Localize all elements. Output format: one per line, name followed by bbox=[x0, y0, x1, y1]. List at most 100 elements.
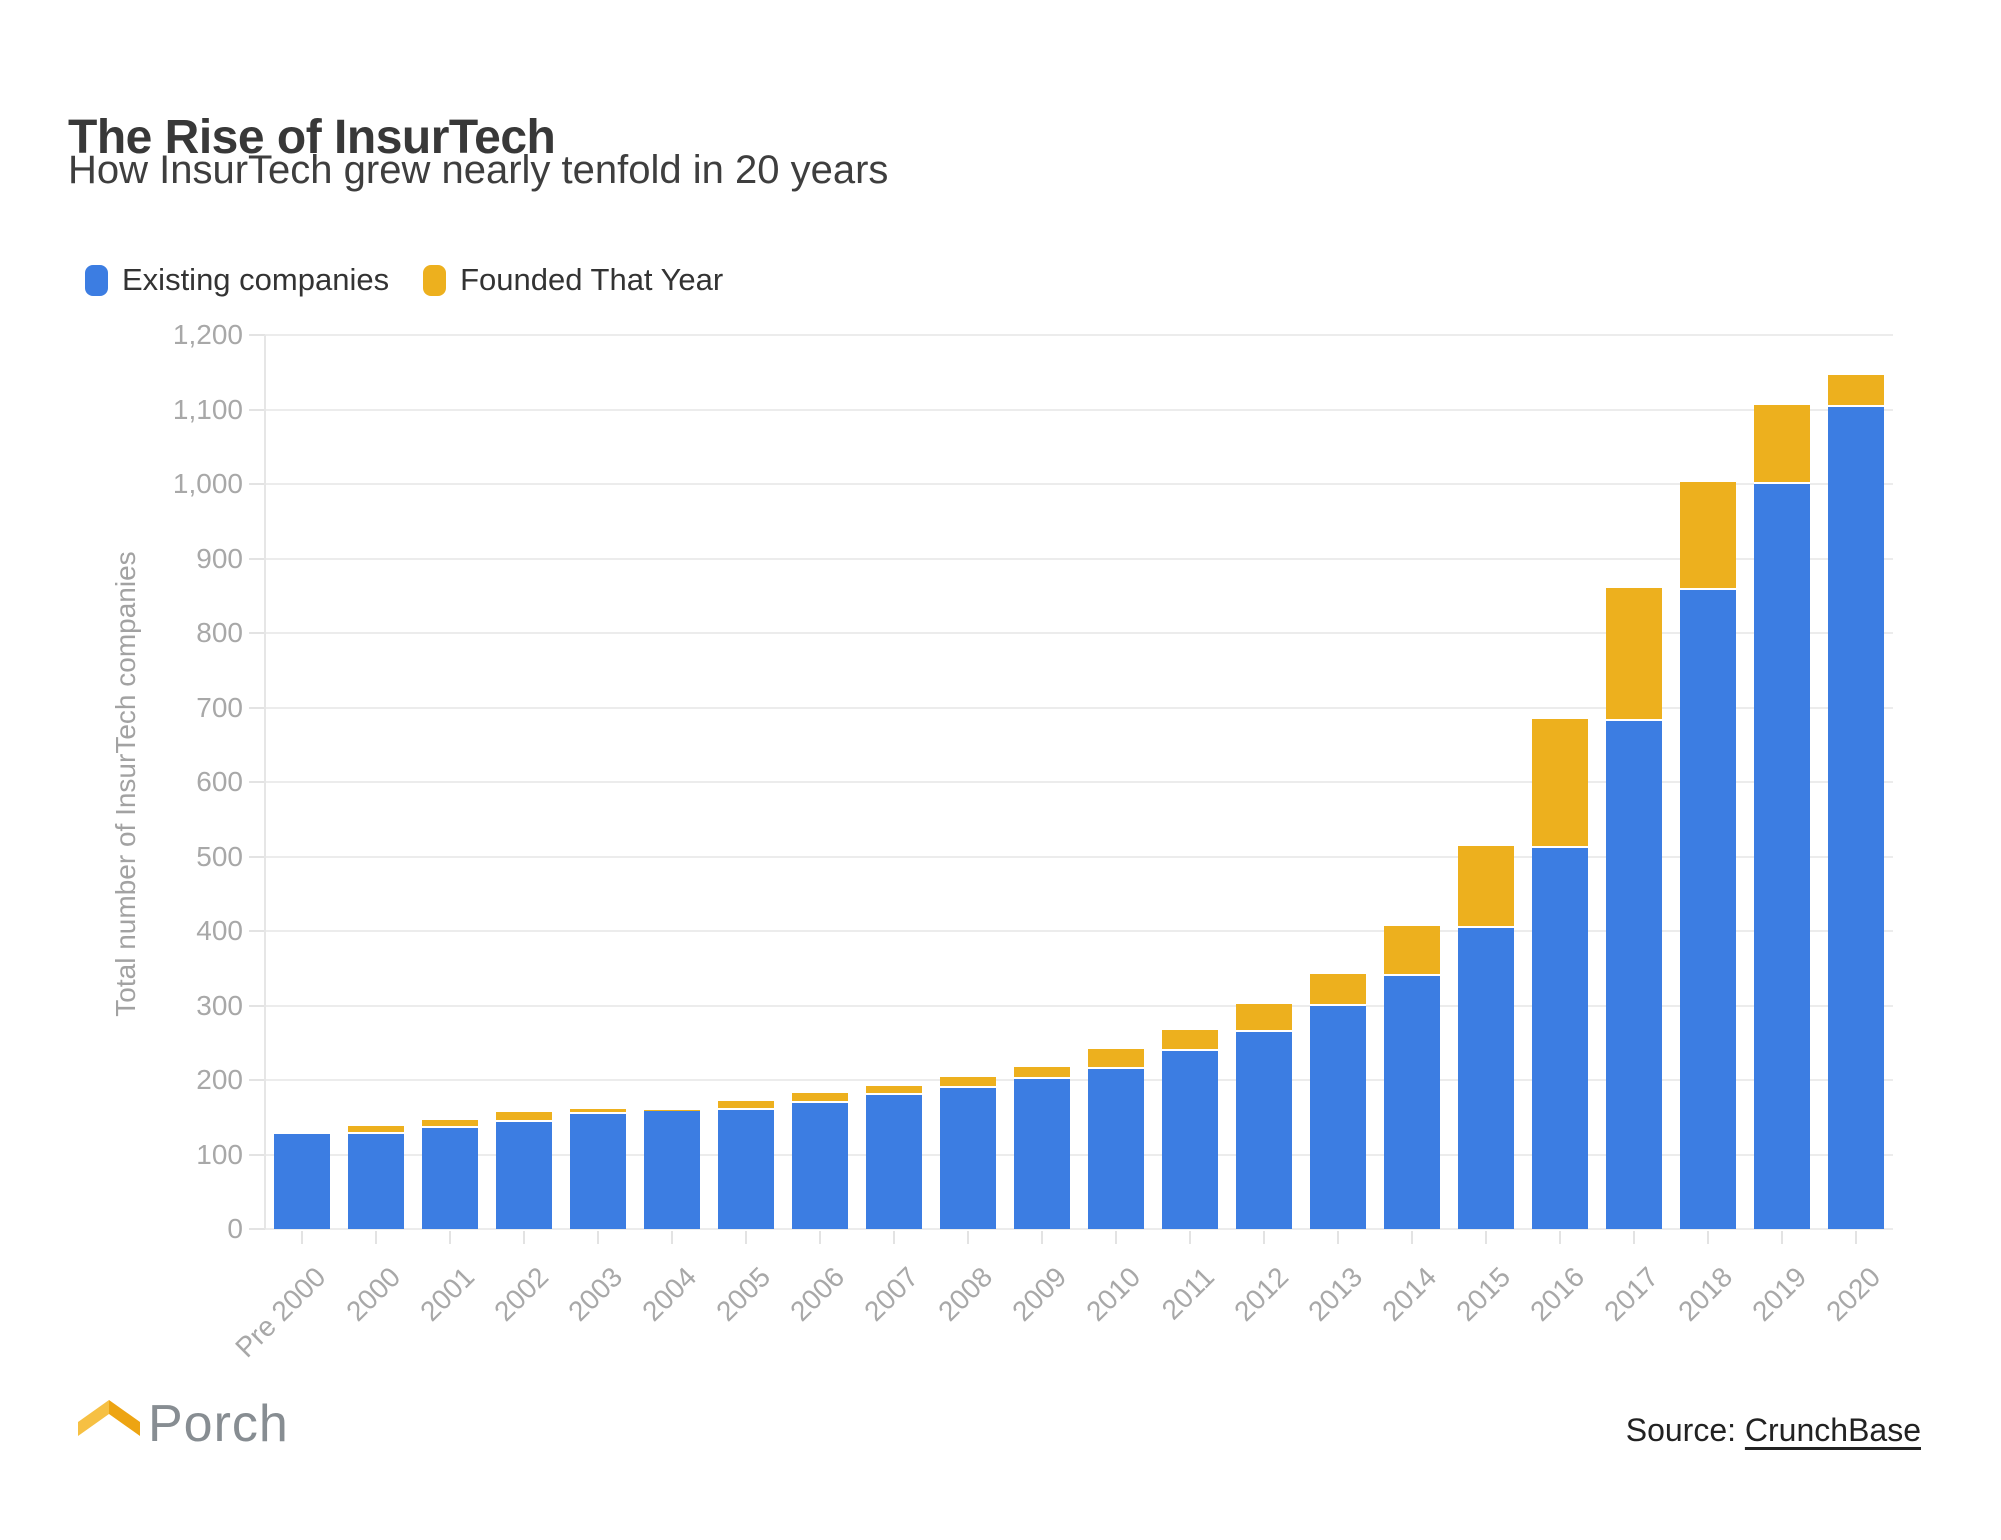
y-axis-tick-700 bbox=[249, 706, 265, 709]
y-axis-tick-100 bbox=[249, 1153, 265, 1156]
gridline-600 bbox=[265, 781, 1893, 783]
bar-existing-2014 bbox=[1384, 976, 1440, 1229]
x-axis-label-2016: 2016 bbox=[1523, 1261, 1590, 1327]
y-axis-label-600: 600 bbox=[196, 766, 243, 797]
bar-founded-2007 bbox=[866, 1086, 922, 1093]
legend-item-founded: Founded That Year bbox=[423, 262, 723, 298]
bar-founded-2003 bbox=[570, 1108, 626, 1112]
bar-existing-2002 bbox=[496, 1122, 552, 1229]
gridline-800 bbox=[265, 632, 1893, 634]
bar-existing-2015 bbox=[1458, 928, 1514, 1229]
bar-existing-2010 bbox=[1088, 1068, 1144, 1229]
bar-founded-2004 bbox=[644, 1109, 700, 1111]
porch-logo-text: Porch bbox=[148, 1395, 289, 1453]
x-axis-tick-2000 bbox=[375, 1231, 377, 1244]
y-axis-label-400: 400 bbox=[196, 915, 243, 946]
legend-label-founded: Founded That Year bbox=[460, 262, 724, 297]
bar-existing-2000 bbox=[348, 1134, 404, 1229]
y-axis-label-900: 900 bbox=[196, 542, 243, 574]
bar-existing-Pre 2000 bbox=[274, 1134, 330, 1229]
x-axis-label-2009: 2009 bbox=[1005, 1261, 1072, 1327]
legend-swatch-existing bbox=[85, 264, 108, 296]
y-axis-label-500: 500 bbox=[196, 840, 243, 872]
y-axis-label-1200: 1,200 bbox=[172, 319, 243, 350]
bar-founded-2001 bbox=[422, 1120, 478, 1126]
source-note: Source: CrunchBase bbox=[1626, 1412, 1921, 1449]
y-axis-label-700: 700 bbox=[196, 691, 243, 723]
x-axis-tick-2016 bbox=[1559, 1231, 1561, 1244]
x-axis-label-2004: 2004 bbox=[635, 1261, 702, 1327]
y-axis-tick-1200 bbox=[249, 334, 265, 336]
bar-existing-2006 bbox=[792, 1103, 848, 1229]
gridline-100 bbox=[265, 1153, 1893, 1156]
x-axis-tick-2018 bbox=[1707, 1231, 1709, 1244]
y-axis-line bbox=[264, 335, 266, 1229]
chart-legend: Existing companies Founded That Year bbox=[85, 262, 723, 298]
x-axis-label-2012: 2012 bbox=[1227, 1261, 1294, 1327]
y-axis-label-1100: 1,100 bbox=[172, 393, 243, 425]
y-axis-label-0: 0 bbox=[227, 1213, 243, 1244]
x-axis-label-2005: 2005 bbox=[709, 1261, 776, 1327]
y-axis-tick-0 bbox=[249, 1228, 265, 1230]
bar-founded-2017 bbox=[1606, 587, 1662, 719]
x-axis-tick-2002 bbox=[523, 1231, 525, 1244]
bar-founded-2018 bbox=[1680, 482, 1736, 588]
gridline-1200 bbox=[265, 334, 1893, 336]
x-axis-tick-2020 bbox=[1855, 1231, 1857, 1244]
y-axis-tick-1100 bbox=[249, 408, 265, 411]
x-axis-tick-2009 bbox=[1041, 1231, 1043, 1244]
x-axis-tick-2006 bbox=[819, 1231, 821, 1244]
bar-founded-2013 bbox=[1310, 974, 1366, 1005]
x-axis-label-2001: 2001 bbox=[413, 1261, 480, 1327]
bar-founded-2002 bbox=[496, 1111, 552, 1121]
gridline-1000 bbox=[265, 483, 1893, 485]
bar-existing-2016 bbox=[1532, 847, 1588, 1229]
y-axis-tick-800 bbox=[249, 632, 265, 634]
bar-founded-2014 bbox=[1384, 926, 1440, 975]
y-axis-label-200: 200 bbox=[196, 1064, 243, 1095]
legend-item-existing: Existing companies bbox=[85, 262, 389, 298]
x-axis-label-Pre 2000: Pre 2000 bbox=[229, 1261, 332, 1364]
bar-existing-2012 bbox=[1236, 1032, 1292, 1229]
gridline-0 bbox=[265, 1228, 1893, 1230]
x-axis-label-2019: 2019 bbox=[1745, 1261, 1812, 1327]
x-axis-tick-2015 bbox=[1485, 1231, 1487, 1244]
source-link[interactable]: CrunchBase bbox=[1744, 1412, 1921, 1448]
page-subtitle: How InsurTech grew nearly tenfold in 20 … bbox=[68, 148, 889, 192]
bar-existing-2003 bbox=[570, 1113, 626, 1229]
x-axis-label-2002: 2002 bbox=[487, 1261, 554, 1327]
y-axis-tick-500 bbox=[249, 855, 265, 858]
bar-founded-2000 bbox=[348, 1125, 404, 1133]
bar-founded-2011 bbox=[1162, 1030, 1218, 1049]
y-axis-tick-200 bbox=[249, 1079, 265, 1081]
y-axis-tick-900 bbox=[249, 557, 265, 560]
x-axis-tick-2010 bbox=[1115, 1231, 1117, 1244]
bar-existing-2004 bbox=[644, 1110, 700, 1229]
porch-roof-icon bbox=[78, 1400, 140, 1436]
legend-swatch-founded bbox=[423, 264, 447, 296]
x-axis-label-2007: 2007 bbox=[857, 1261, 924, 1327]
x-axis-label-2018: 2018 bbox=[1671, 1261, 1738, 1327]
bar-existing-2019 bbox=[1754, 484, 1810, 1229]
bar-existing-2017 bbox=[1606, 720, 1662, 1229]
x-axis-tick-2013 bbox=[1337, 1231, 1339, 1244]
x-axis-tick-2014 bbox=[1411, 1231, 1413, 1244]
x-axis-label-2011: 2011 bbox=[1155, 1261, 1220, 1326]
gridline-500 bbox=[265, 855, 1893, 858]
bar-existing-2005 bbox=[718, 1109, 774, 1229]
x-axis-tick-2004 bbox=[671, 1231, 673, 1244]
x-axis-label-2013: 2013 bbox=[1301, 1261, 1368, 1327]
x-axis-tick-Pre 2000 bbox=[301, 1231, 303, 1244]
y-axis-label-1000: 1,000 bbox=[172, 468, 243, 499]
gridline-200 bbox=[265, 1079, 1893, 1081]
y-axis-tick-400 bbox=[249, 930, 265, 932]
gridline-400 bbox=[265, 930, 1893, 932]
bar-founded-2009 bbox=[1014, 1066, 1070, 1078]
y-axis-tick-600 bbox=[249, 781, 265, 783]
bar-existing-2020 bbox=[1828, 407, 1884, 1229]
gridline-700 bbox=[265, 706, 1893, 709]
y-axis-tick-300 bbox=[249, 1004, 265, 1007]
x-axis-label-2014: 2014 bbox=[1375, 1261, 1442, 1327]
x-axis-label-2003: 2003 bbox=[561, 1261, 628, 1327]
